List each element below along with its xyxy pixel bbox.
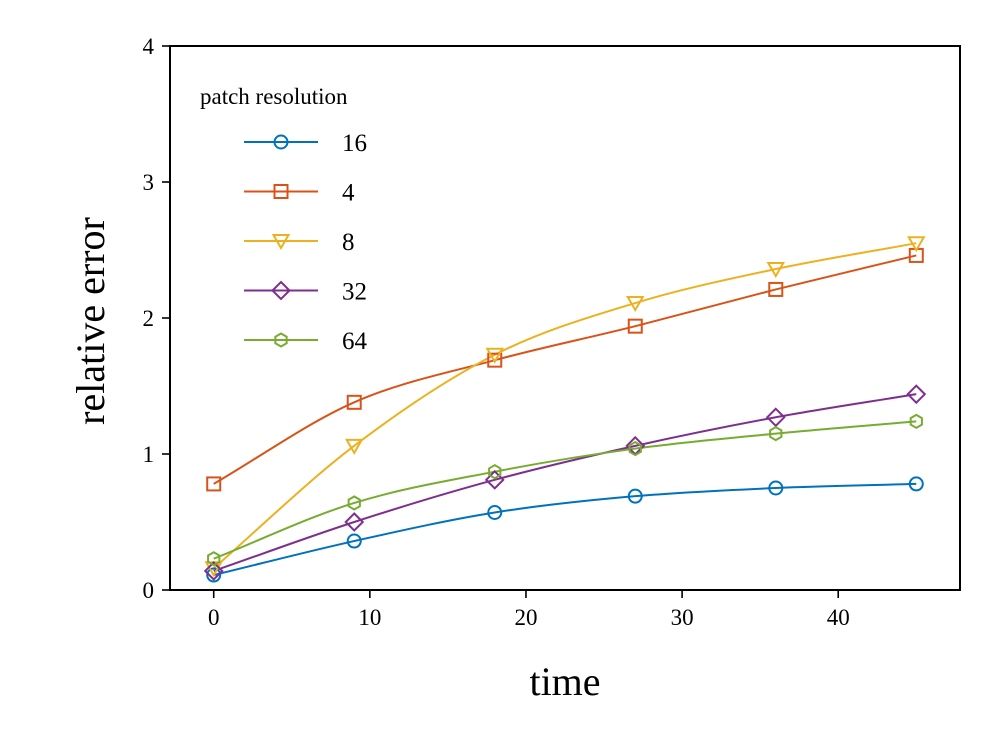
- legend-label-4: 4: [342, 180, 355, 207]
- legend-label-16: 16: [342, 130, 367, 157]
- data-point-4: [346, 394, 362, 410]
- data-point-4: [206, 476, 222, 492]
- data-point-64: [628, 440, 642, 457]
- y-tick-label: 2: [143, 306, 155, 331]
- data-point-32: [344, 512, 365, 532]
- data-point-32: [765, 407, 786, 428]
- y-tick-label: 3: [143, 170, 155, 195]
- y-tick-label: 0: [143, 578, 155, 603]
- data-point-8: [344, 438, 364, 455]
- axis-ticks: 0 10 20 30 40 0 1 2 3 4: [143, 34, 850, 630]
- data-point-8: [485, 347, 504, 364]
- data-point-64: [488, 464, 502, 480]
- data-point-16: [768, 480, 784, 496]
- data-point-64: [207, 551, 221, 567]
- series-line-8: [213, 242, 917, 569]
- series-line-64: [213, 420, 917, 560]
- x-tick-label: 30: [671, 605, 694, 630]
- legend-marker-16: [273, 134, 289, 150]
- y-tick-label: 1: [143, 442, 155, 467]
- data-point-4: [627, 318, 643, 334]
- legend: patch resolution 16 4 8 32 64: [200, 84, 368, 355]
- data-point-16: [206, 567, 222, 583]
- legend-marker-64: [274, 332, 288, 348]
- data-point-32: [203, 561, 224, 581]
- legend-label-8: 8: [342, 229, 355, 256]
- data-point-8: [766, 262, 786, 279]
- data-point-16: [346, 533, 362, 549]
- y-axis-title: relative error: [68, 217, 113, 425]
- plot-area-frame: [169, 45, 961, 591]
- data-point-32: [484, 469, 505, 490]
- legend-marker-32: [271, 280, 291, 301]
- legend-label-32: 32: [342, 279, 367, 306]
- data-point-8: [626, 296, 645, 313]
- x-axis-title: time: [529, 659, 600, 704]
- series-line-32: [213, 393, 917, 572]
- series-line-4: [213, 254, 917, 485]
- data-point-16: [908, 476, 924, 492]
- data-point-16: [627, 488, 643, 504]
- data-point-4: [487, 352, 503, 368]
- data-point-8: [907, 236, 926, 253]
- x-tick-label: 0: [208, 605, 220, 630]
- series-line-16: [213, 482, 917, 577]
- y-tick-label: 4: [143, 34, 155, 59]
- data-point-64: [769, 425, 783, 442]
- data-point-64: [347, 495, 361, 511]
- data-point-64: [909, 413, 923, 430]
- series-layer: [213, 242, 917, 577]
- x-tick-label: 10: [358, 605, 381, 630]
- x-tick-label: 20: [514, 605, 537, 630]
- data-point-32: [906, 384, 927, 405]
- data-point-4: [768, 281, 784, 297]
- data-point-16: [487, 504, 503, 520]
- x-tick-label: 40: [827, 605, 850, 630]
- marker-layer: [203, 236, 927, 583]
- legend-title: patch resolution: [200, 84, 348, 109]
- legend-marker-4: [273, 184, 289, 199]
- legend-marker-8: [271, 234, 291, 251]
- legend-label-64: 64: [342, 328, 368, 355]
